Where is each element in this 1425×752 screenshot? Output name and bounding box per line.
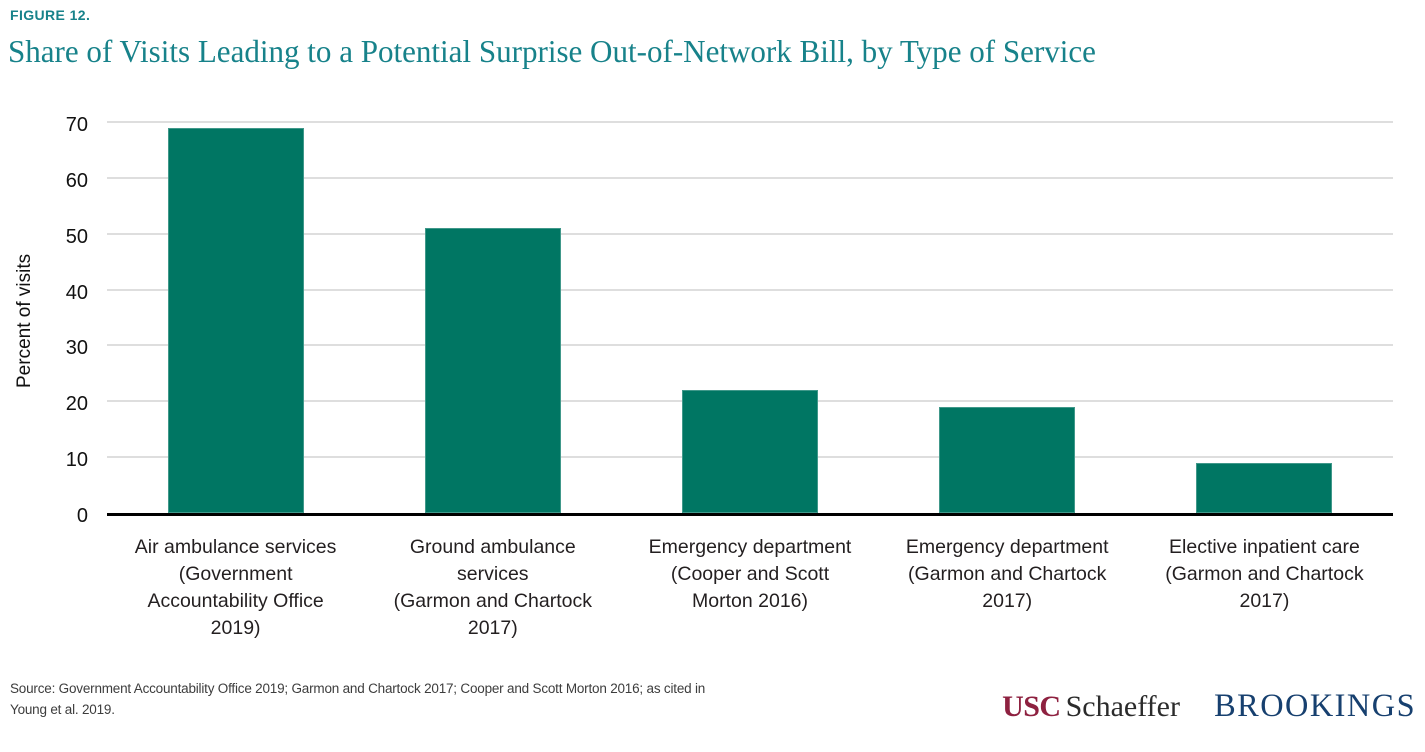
y-axis-ticks: 0 10 20 30 40 50 60 70 — [0, 115, 88, 526]
usc-schaeffer-logo: USC Schaeffer — [1002, 690, 1180, 724]
bar-4 — [1196, 463, 1333, 513]
x-category-label-line: (Garmon and Chartock — [908, 563, 1107, 585]
gridline-50 — [107, 233, 1393, 235]
x-category-label-line: 2017) — [467, 617, 518, 639]
logo-row: USC Schaeffer BROOKINGS — [1002, 688, 1416, 725]
gridline-40 — [107, 289, 1393, 291]
x-category-label-line: Emergency department — [905, 536, 1109, 558]
x-category-label-line: (Garmon and Chartock — [393, 590, 592, 612]
x-category-label-line: Emergency department — [648, 536, 852, 558]
x-category-label-4: Elective inpatient care (Garmon and Chart… — [1136, 534, 1393, 642]
x-category-label-line: 2017) — [1239, 590, 1290, 612]
gridline-70 — [107, 121, 1393, 123]
y-tick-label-20: 20 — [65, 393, 88, 415]
plot-area — [107, 121, 1393, 516]
source-note-line-2: Young et al. 2019. — [10, 702, 115, 717]
x-category-label-1: Ground ambulance services (Garmon and Char… — [364, 534, 621, 642]
schaeffer-logo-text: Schaeffer — [1065, 690, 1180, 723]
x-category-label-line: Morton 2016) — [692, 590, 808, 612]
brookings-logo: BROOKINGS — [1214, 688, 1416, 724]
usc-logo-text: USC — [1002, 690, 1061, 723]
y-tick-label-70: 70 — [65, 114, 88, 136]
x-axis-labels: Air ambulance services (Government Account… — [107, 534, 1393, 642]
bar-slot-3 — [879, 125, 1136, 513]
x-category-label-line: (Garmon and Chartock — [1165, 563, 1364, 585]
x-category-label-line: (Government — [178, 563, 293, 585]
x-category-label-line: Air ambulance services — [134, 536, 337, 558]
y-tick-label-50: 50 — [65, 226, 88, 248]
x-category-label-line: 2017) — [982, 590, 1033, 612]
bar-3 — [939, 407, 1076, 513]
gridline-30 — [107, 344, 1393, 346]
bar-2 — [682, 390, 818, 513]
x-category-label-line: Ground ambulance — [409, 536, 576, 558]
source-note: Source: Government Accountability Office… — [10, 678, 970, 720]
chart-title: Share of Visits Leading to a Potential S… — [8, 33, 1096, 69]
bars-container — [107, 125, 1393, 513]
bar-slot-1 — [364, 125, 621, 513]
source-note-line-1: Source: Government Accountability Office… — [10, 681, 706, 696]
bar-1 — [424, 228, 561, 513]
y-tick-label-30: 30 — [65, 337, 88, 359]
y-tick-label-10: 10 — [65, 449, 88, 471]
figure-number-label: FIGURE 12. — [10, 7, 91, 23]
x-category-label-line: services — [457, 563, 529, 585]
x-category-label-line: Elective inpatient care — [1169, 536, 1360, 558]
x-category-label-2: Emergency department (Cooper and Scott Mor… — [621, 534, 878, 642]
x-category-label-line: 2019) — [210, 617, 261, 639]
x-category-label-3: Emergency department (Garmon and Chartock… — [879, 534, 1136, 642]
bar-0 — [167, 128, 304, 513]
y-tick-label-60: 60 — [65, 170, 88, 192]
y-tick-label-40: 40 — [65, 282, 88, 304]
x-category-label-line: Accountability Office — [147, 590, 324, 612]
gridline-60 — [107, 177, 1393, 179]
y-tick-label-0: 0 — [76, 505, 88, 527]
bar-slot-4 — [1136, 125, 1393, 513]
x-category-label-0: Air ambulance services (Government Account… — [107, 534, 364, 642]
bar-slot-2 — [621, 125, 878, 513]
bar-slot-0 — [107, 125, 364, 513]
x-category-label-line: (Cooper and Scott — [670, 563, 830, 585]
